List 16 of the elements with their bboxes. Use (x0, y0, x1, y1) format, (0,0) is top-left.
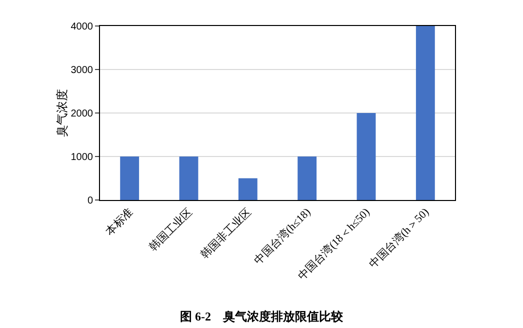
y-tick-label: 3000 (70, 65, 94, 76)
x-tick-label: 本标准 (103, 206, 136, 238)
bar (298, 156, 317, 200)
y-tick-label: 2000 (70, 108, 94, 120)
bar (356, 113, 376, 200)
x-tick-label: 韩国非工业区 (198, 206, 254, 262)
y-axis-title: 臭气浓度 (54, 89, 69, 137)
bar (416, 26, 435, 200)
y-tick-label: 4000 (70, 22, 94, 32)
bar (120, 156, 140, 200)
bar (179, 156, 198, 200)
x-tick-label: 韩国工业区 (146, 206, 195, 254)
y-tick-label: 1000 (70, 152, 94, 163)
bar (238, 178, 258, 200)
y-tick-label: 0 (87, 196, 94, 206)
text: 图 6-2 臭气浓度排放限值比较 (180, 310, 344, 324)
